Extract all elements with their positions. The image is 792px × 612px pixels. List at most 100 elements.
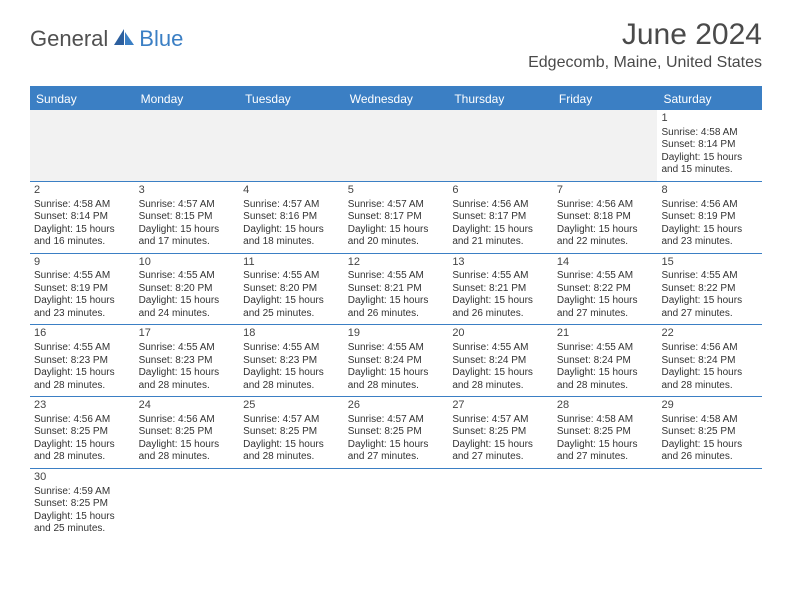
day-number: 11 bbox=[243, 256, 340, 270]
day1-text: Daylight: 15 hours bbox=[243, 439, 340, 452]
day-header: Sunday bbox=[30, 88, 135, 110]
day2-text: and 28 minutes. bbox=[243, 380, 340, 393]
sunset-text: Sunset: 8:14 PM bbox=[34, 211, 131, 224]
day1-text: Daylight: 15 hours bbox=[243, 367, 340, 380]
day-cell: 24Sunrise: 4:56 AMSunset: 8:25 PMDayligh… bbox=[135, 397, 240, 468]
day2-text: and 18 minutes. bbox=[243, 236, 340, 249]
sunrise-text: Sunrise: 4:57 AM bbox=[243, 199, 340, 212]
sunrise-text: Sunrise: 4:55 AM bbox=[348, 270, 445, 283]
day1-text: Daylight: 15 hours bbox=[661, 295, 758, 308]
day-cell: 16Sunrise: 4:55 AMSunset: 8:23 PMDayligh… bbox=[30, 325, 135, 396]
day-number: 10 bbox=[139, 256, 236, 270]
day1-text: Daylight: 15 hours bbox=[348, 439, 445, 452]
day1-text: Daylight: 15 hours bbox=[557, 439, 654, 452]
day-cell: 17Sunrise: 4:55 AMSunset: 8:23 PMDayligh… bbox=[135, 325, 240, 396]
day-cell: 7Sunrise: 4:56 AMSunset: 8:18 PMDaylight… bbox=[553, 182, 658, 253]
sunset-text: Sunset: 8:17 PM bbox=[348, 211, 445, 224]
sunset-text: Sunset: 8:25 PM bbox=[34, 426, 131, 439]
week-row: 23Sunrise: 4:56 AMSunset: 8:25 PMDayligh… bbox=[30, 397, 762, 469]
day-number: 8 bbox=[661, 184, 758, 198]
day-cell: 4Sunrise: 4:57 AMSunset: 8:16 PMDaylight… bbox=[239, 182, 344, 253]
day1-text: Daylight: 15 hours bbox=[348, 295, 445, 308]
empty-cell bbox=[448, 469, 553, 540]
day-cell: 11Sunrise: 4:55 AMSunset: 8:20 PMDayligh… bbox=[239, 254, 344, 325]
day2-text: and 28 minutes. bbox=[661, 380, 758, 393]
day1-text: Daylight: 15 hours bbox=[348, 367, 445, 380]
day1-text: Daylight: 15 hours bbox=[557, 295, 654, 308]
day-cell: 25Sunrise: 4:57 AMSunset: 8:25 PMDayligh… bbox=[239, 397, 344, 468]
sunset-text: Sunset: 8:25 PM bbox=[348, 426, 445, 439]
sunset-text: Sunset: 8:20 PM bbox=[139, 283, 236, 296]
calendar: SundayMondayTuesdayWednesdayThursdayFrid… bbox=[30, 86, 762, 540]
sunrise-text: Sunrise: 4:55 AM bbox=[34, 270, 131, 283]
day1-text: Daylight: 15 hours bbox=[34, 367, 131, 380]
sunset-text: Sunset: 8:25 PM bbox=[243, 426, 340, 439]
sunrise-text: Sunrise: 4:55 AM bbox=[139, 342, 236, 355]
day1-text: Daylight: 15 hours bbox=[557, 224, 654, 237]
sunset-text: Sunset: 8:19 PM bbox=[34, 283, 131, 296]
sunset-text: Sunset: 8:23 PM bbox=[243, 355, 340, 368]
location-text: Edgecomb, Maine, United States bbox=[528, 54, 762, 72]
day2-text: and 23 minutes. bbox=[34, 308, 131, 321]
sunrise-text: Sunrise: 4:58 AM bbox=[34, 199, 131, 212]
sunrise-text: Sunrise: 4:56 AM bbox=[661, 342, 758, 355]
day-header: Friday bbox=[553, 88, 658, 110]
day-number: 12 bbox=[348, 256, 445, 270]
day-number: 20 bbox=[452, 327, 549, 341]
sunset-text: Sunset: 8:25 PM bbox=[557, 426, 654, 439]
day2-text: and 26 minutes. bbox=[661, 451, 758, 464]
day-header: Tuesday bbox=[239, 88, 344, 110]
day2-text: and 25 minutes. bbox=[34, 523, 131, 536]
day-cell: 29Sunrise: 4:58 AMSunset: 8:25 PMDayligh… bbox=[657, 397, 762, 468]
sunrise-text: Sunrise: 4:55 AM bbox=[661, 270, 758, 283]
day1-text: Daylight: 15 hours bbox=[452, 367, 549, 380]
sunset-text: Sunset: 8:24 PM bbox=[557, 355, 654, 368]
day-number: 25 bbox=[243, 399, 340, 413]
sunset-text: Sunset: 8:23 PM bbox=[139, 355, 236, 368]
sunrise-text: Sunrise: 4:55 AM bbox=[243, 270, 340, 283]
sunset-text: Sunset: 8:15 PM bbox=[139, 211, 236, 224]
empty-cell bbox=[135, 469, 240, 540]
day1-text: Daylight: 15 hours bbox=[557, 367, 654, 380]
week-row: 9Sunrise: 4:55 AMSunset: 8:19 PMDaylight… bbox=[30, 254, 762, 326]
sunrise-text: Sunrise: 4:58 AM bbox=[661, 414, 758, 427]
day-cell: 9Sunrise: 4:55 AMSunset: 8:19 PMDaylight… bbox=[30, 254, 135, 325]
sunset-text: Sunset: 8:24 PM bbox=[348, 355, 445, 368]
day-number: 18 bbox=[243, 327, 340, 341]
sunset-text: Sunset: 8:14 PM bbox=[661, 139, 758, 152]
sunrise-text: Sunrise: 4:55 AM bbox=[243, 342, 340, 355]
day2-text: and 26 minutes. bbox=[348, 308, 445, 321]
day-header: Wednesday bbox=[344, 88, 449, 110]
sunrise-text: Sunrise: 4:55 AM bbox=[348, 342, 445, 355]
day-cell: 6Sunrise: 4:56 AMSunset: 8:17 PMDaylight… bbox=[448, 182, 553, 253]
day-number: 6 bbox=[452, 184, 549, 198]
empty-cell bbox=[344, 469, 449, 540]
day-cell: 1Sunrise: 4:58 AMSunset: 8:14 PMDaylight… bbox=[657, 110, 762, 181]
day-cell: 21Sunrise: 4:55 AMSunset: 8:24 PMDayligh… bbox=[553, 325, 658, 396]
day2-text: and 28 minutes. bbox=[34, 451, 131, 464]
day-number: 27 bbox=[452, 399, 549, 413]
day-number: 28 bbox=[557, 399, 654, 413]
day-number: 7 bbox=[557, 184, 654, 198]
day-number: 21 bbox=[557, 327, 654, 341]
day1-text: Daylight: 15 hours bbox=[34, 224, 131, 237]
day-cell: 12Sunrise: 4:55 AMSunset: 8:21 PMDayligh… bbox=[344, 254, 449, 325]
day-number: 17 bbox=[139, 327, 236, 341]
sunrise-text: Sunrise: 4:57 AM bbox=[348, 414, 445, 427]
day-cell: 15Sunrise: 4:55 AMSunset: 8:22 PMDayligh… bbox=[657, 254, 762, 325]
day1-text: Daylight: 15 hours bbox=[34, 439, 131, 452]
day-number: 19 bbox=[348, 327, 445, 341]
day1-text: Daylight: 15 hours bbox=[661, 367, 758, 380]
empty-cell bbox=[448, 110, 553, 181]
sunset-text: Sunset: 8:16 PM bbox=[243, 211, 340, 224]
day2-text: and 27 minutes. bbox=[557, 451, 654, 464]
day-header: Thursday bbox=[448, 88, 553, 110]
day2-text: and 27 minutes. bbox=[661, 308, 758, 321]
day1-text: Daylight: 15 hours bbox=[243, 295, 340, 308]
day2-text: and 28 minutes. bbox=[348, 380, 445, 393]
sail-icon bbox=[112, 27, 136, 52]
day1-text: Daylight: 15 hours bbox=[139, 295, 236, 308]
day-cell: 23Sunrise: 4:56 AMSunset: 8:25 PMDayligh… bbox=[30, 397, 135, 468]
day1-text: Daylight: 15 hours bbox=[243, 224, 340, 237]
sunset-text: Sunset: 8:24 PM bbox=[452, 355, 549, 368]
